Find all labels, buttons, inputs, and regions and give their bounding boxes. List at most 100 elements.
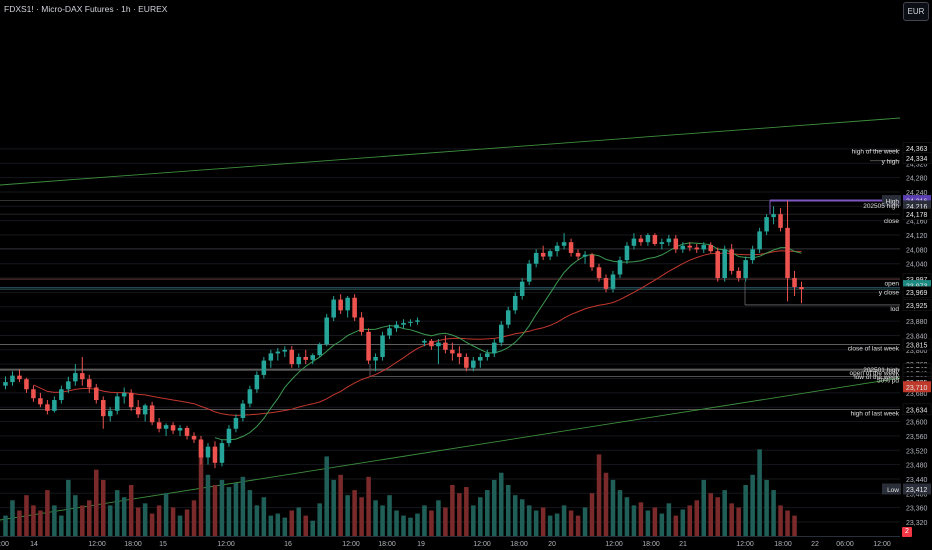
volume-bar: [443, 507, 448, 536]
time-label: 15: [159, 541, 167, 548]
price-tag-bg: [902, 403, 932, 416]
time-label: 12:00: [342, 541, 360, 548]
candle-body: [107, 410, 113, 417]
candle-body: [170, 425, 176, 431]
price-tag-label: 23,634: [906, 407, 928, 414]
candle-body: [624, 245, 630, 261]
volume-bar: [575, 515, 581, 536]
time-label: 16: [284, 541, 292, 548]
candle-body: [268, 353, 274, 361]
price-tick-label: 23,360: [906, 506, 928, 513]
price-tick-label: 24,040: [906, 262, 928, 269]
volume-bar: [366, 476, 371, 536]
volume-bar: [561, 505, 567, 536]
currency-button[interactable]: EUR: [903, 2, 929, 21]
volume-bar: [121, 497, 127, 536]
candle-body: [310, 355, 315, 360]
candle-body: [233, 417, 239, 429]
volume-bar: [680, 509, 686, 536]
volume-bar: [170, 507, 176, 536]
trend-lines: [0, 117, 901, 521]
candle-body: [261, 360, 267, 375]
candle-body: [240, 403, 246, 418]
volume-bar: [149, 513, 155, 536]
price-tick-label: 24,280: [906, 176, 928, 183]
candle-body: [219, 443, 225, 463]
symbol-header[interactable]: FDXS1! · Micro-DAX Futures · 1h · EUREX: [4, 4, 168, 14]
candle-body: [331, 299, 336, 318]
candle-body: [687, 245, 693, 248]
candle-body: [561, 242, 567, 246]
volume-bar: [589, 493, 595, 536]
volume-bar: [59, 515, 64, 536]
candle-body: [10, 375, 15, 383]
time-label: 12:00: [736, 541, 754, 548]
volume-bar: [142, 503, 148, 536]
volume-bar: [694, 500, 700, 536]
volume-bar: [156, 505, 162, 536]
candle-body: [547, 251, 553, 257]
candle-body: [373, 356, 378, 361]
candle-body: [275, 351, 281, 354]
candle-body: [191, 435, 197, 440]
candle-body: [617, 260, 623, 275]
candle-body: [492, 342, 497, 354]
price-tick-label: 24,240: [906, 190, 928, 197]
time-label: 18:00: [774, 541, 792, 548]
candle-body: [436, 342, 441, 347]
level-label: 202501 high: [863, 367, 899, 374]
volume-bar: [387, 495, 392, 536]
candle-body: [24, 379, 29, 390]
candle-body: [457, 353, 462, 357]
candle-body: [52, 400, 57, 411]
candle-body: [282, 349, 288, 352]
lower-trend-line: [0, 377, 901, 521]
candle-body: [485, 353, 490, 357]
volume-bar: [464, 487, 469, 536]
price-axis[interactable]: 23,320 23,360 23,400 23,440 23,480 23,520 23,5…: [902, 0, 932, 536]
price-tick-label: 23,560: [906, 434, 928, 441]
volume-bar: [519, 499, 525, 536]
time-label: 18:00: [642, 541, 660, 548]
price-tick-label: 24,080: [906, 247, 928, 254]
volume-bar: [436, 500, 441, 536]
candle-body: [526, 263, 532, 282]
volume-bar: [429, 510, 434, 536]
candle-body: [785, 227, 790, 279]
volume-bar: [652, 507, 658, 536]
price-tag-label: 23,815: [906, 342, 928, 349]
volume-bar: [3, 515, 8, 536]
candle-body: [540, 252, 546, 257]
price-tick-label: 23,600: [906, 420, 928, 427]
volume-bar: [128, 485, 134, 536]
volume-bar: [492, 479, 497, 536]
volume-bar: [450, 485, 455, 536]
candle-body: [694, 247, 700, 250]
volume-bar: [659, 513, 665, 536]
candle-body: [303, 356, 309, 360]
price-tick-label: 23,680: [906, 391, 928, 398]
time-axis[interactable]: :00 14 12:00 18:00 15 12:00 16 12:00 18:00 19 12:0…: [0, 536, 932, 550]
candle-body: [764, 217, 769, 232]
volume-bar: [764, 479, 769, 536]
candle-body: [429, 340, 434, 347]
time-label: 06:00: [836, 541, 854, 548]
timezone-badge[interactable]: 2: [902, 527, 912, 537]
volume-bar: [547, 515, 553, 536]
price-tick-label: 23,520: [906, 448, 928, 455]
candle-body: [680, 245, 686, 250]
time-label: 18:00: [124, 541, 142, 548]
candle-body: [387, 328, 392, 336]
price-tag-label: 23,969: [906, 290, 928, 297]
candle-body: [100, 400, 106, 417]
volume-bar: [401, 515, 406, 536]
volume-bar: [93, 469, 99, 536]
time-label: 22: [811, 541, 819, 548]
candle-body: [289, 349, 295, 365]
volume-bar: [296, 507, 302, 536]
level-label: 50% pd: [877, 378, 899, 385]
candle-body: [338, 299, 343, 311]
candle-body: [345, 297, 350, 311]
